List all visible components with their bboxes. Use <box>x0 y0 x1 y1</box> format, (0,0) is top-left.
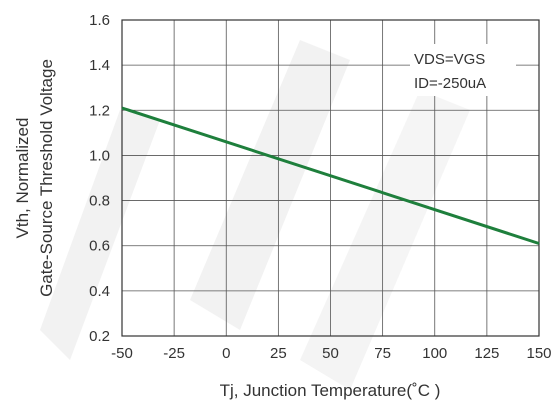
y-tick-label: 0.4 <box>89 283 110 300</box>
x-tick-label: 0 <box>222 345 230 362</box>
y-tick-label: 1.4 <box>89 57 110 74</box>
y-tick-label: 1.0 <box>89 147 110 164</box>
x-tick-label: -50 <box>111 345 133 362</box>
x-tick-label: 75 <box>374 345 391 362</box>
x-tick-label: 50 <box>322 345 339 362</box>
x-tick-label: 150 <box>526 345 551 362</box>
y-tick-labels: 0.2 0.4 0.6 0.8 1.0 1.2 1.4 1.6 <box>89 12 110 345</box>
y-tick-label: 0.6 <box>89 238 110 255</box>
y-tick-label: 0.2 <box>89 328 110 345</box>
x-tick-labels: -50 -25 0 25 50 75 100 125 150 <box>111 345 551 362</box>
series-line <box>121 106 540 245</box>
annotation-line-1: VDS=VGS <box>414 51 485 68</box>
x-axis-title: Tj, Junction Temperature(˚C ) <box>220 381 441 400</box>
series-layer <box>121 106 540 245</box>
y-tick-label: 0.8 <box>89 193 110 210</box>
y-tick-label: 1.6 <box>89 12 110 29</box>
x-tick-label: 25 <box>270 345 287 362</box>
y-axis-title-line-2: Gate-Source Threshold Voltage <box>37 59 56 297</box>
y-axis-title-line-1: Vth, Normalized <box>13 118 32 239</box>
x-tick-label: 125 <box>474 345 499 362</box>
x-tick-label: 100 <box>422 345 447 362</box>
plot-frame <box>121 19 540 337</box>
annotation-background <box>410 44 516 96</box>
background-watermark <box>40 40 470 390</box>
x-tick-label: -25 <box>163 345 185 362</box>
annotation: VDS=VGS ID=-250uA <box>410 44 516 96</box>
y-tick-label: 1.2 <box>89 102 110 119</box>
annotation-line-2: ID=-250uA <box>414 75 486 92</box>
